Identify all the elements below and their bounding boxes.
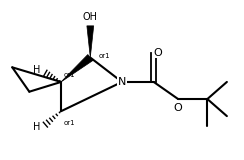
Text: N: N bbox=[118, 77, 126, 87]
Text: O: O bbox=[174, 103, 183, 113]
Text: or1: or1 bbox=[99, 53, 111, 59]
Text: or1: or1 bbox=[63, 120, 75, 126]
Text: or1: or1 bbox=[63, 72, 75, 78]
Text: H: H bbox=[33, 122, 40, 132]
Text: OH: OH bbox=[83, 12, 98, 22]
Text: O: O bbox=[153, 48, 162, 58]
Polygon shape bbox=[87, 26, 94, 58]
Text: H: H bbox=[33, 65, 40, 75]
Polygon shape bbox=[61, 55, 93, 82]
